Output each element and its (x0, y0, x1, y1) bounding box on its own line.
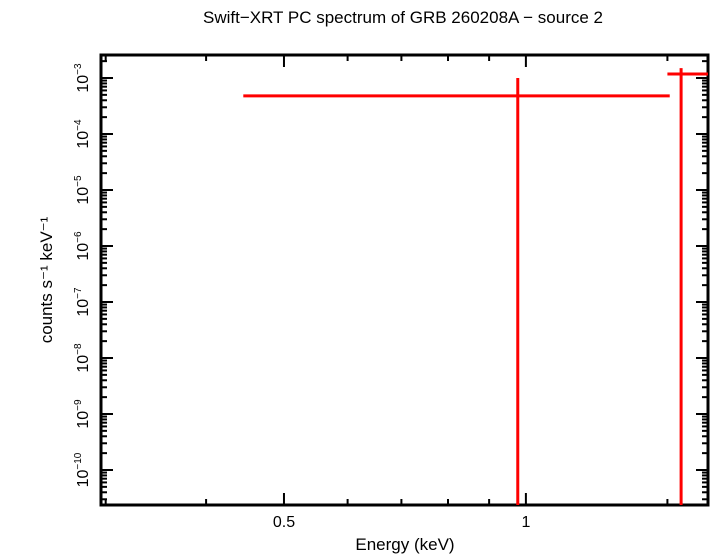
svg-text:10−10: 10−10 (73, 452, 92, 487)
data-point (243, 78, 670, 505)
y-tick-label: 10−4 (73, 119, 92, 149)
y-tick-label: 10−6 (73, 231, 92, 261)
y-axis-ticks: 10−3 10−4 10−5 10−6 10−7 10−8 10−9 10−10 (73, 60, 708, 501)
chart-title: Swift−XRT PC spectrum of GRB 260208A − s… (202, 8, 603, 27)
svg-text:10−4: 10−4 (73, 119, 92, 149)
x-tick-label: 1 (521, 514, 530, 531)
svg-text:10−6: 10−6 (73, 231, 92, 261)
x-axis-label: Energy (keV) (355, 535, 455, 554)
y-tick-label: 10−3 (73, 63, 92, 93)
svg-text:10−3: 10−3 (73, 63, 92, 93)
x-tick-label: 0.5 (273, 514, 295, 531)
y-tick-label: 10−5 (73, 175, 92, 205)
svg-text:10−7: 10−7 (73, 287, 92, 317)
y-tick-label: 10−9 (73, 399, 92, 429)
data-point (667, 68, 708, 505)
x-axis-ticks: 0.5 1 (104, 55, 669, 531)
y-tick-label: 10−10 (73, 452, 92, 487)
svg-text:10−8: 10−8 (73, 343, 92, 373)
data-series (243, 68, 708, 505)
svg-text:10−5: 10−5 (73, 175, 92, 205)
plot-frame (99, 53, 710, 507)
y-tick-label: 10−7 (73, 287, 92, 317)
y-tick-label: 10−8 (73, 343, 92, 373)
svg-text:10−9: 10−9 (73, 399, 92, 429)
